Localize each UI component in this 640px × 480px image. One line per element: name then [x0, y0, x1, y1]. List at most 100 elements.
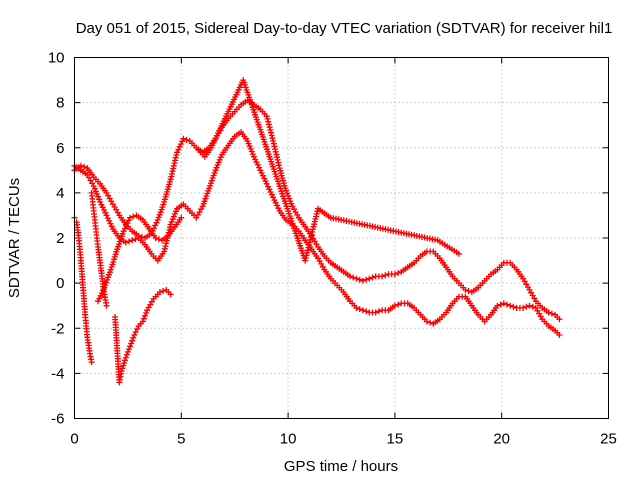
- deep-dip-track-point: [122, 354, 129, 361]
- upper-track-interp-point: [275, 162, 282, 169]
- upper-track-interp-point: [350, 274, 357, 281]
- middle-track-interp-point: [108, 223, 115, 230]
- upper-track-interp-point: [265, 118, 272, 125]
- y-axis-title: SDTVAR / TECUs: [6, 178, 23, 298]
- middle-track-point: [263, 180, 270, 187]
- middle-track-point: [167, 221, 174, 228]
- upper-track-point: [283, 187, 289, 194]
- middle-track-interp-point: [497, 301, 504, 308]
- low-track-interp-point: [124, 220, 131, 227]
- middle-track-interp-point: [99, 204, 106, 211]
- deep-dip-track-interp-point: [160, 288, 167, 294]
- middle-track-point: [500, 300, 507, 307]
- middle-track-interp-point: [275, 205, 282, 212]
- deep-dip-track-point: [156, 289, 163, 296]
- middle-track-interp-point: [91, 185, 98, 192]
- deep-dip-track-interp-point: [142, 312, 148, 319]
- middle-track-point: [359, 307, 366, 314]
- early-dip-track-point: [88, 359, 95, 366]
- middle-track-point: [391, 302, 398, 309]
- upper-track-point: [391, 271, 398, 278]
- y-tick-label: -6: [51, 411, 64, 428]
- upper-track-interp-point: [548, 310, 555, 317]
- upper-track-interp-point: [265, 121, 272, 128]
- middle-track-interp-point: [101, 207, 107, 213]
- middle-track-point: [423, 318, 430, 325]
- upper-track-interp-point: [176, 143, 183, 150]
- x-axis-title: GPS time / hours: [284, 458, 398, 475]
- middle-track-interp-point: [98, 201, 105, 208]
- middle-track-interp-point: [529, 303, 536, 310]
- middle-track-point: [520, 304, 527, 311]
- middle-track-interp-point: [261, 175, 268, 182]
- x-tick-label: 20: [493, 431, 510, 448]
- middle-track-interp-point: [268, 191, 275, 198]
- middle-track-interp-point: [170, 213, 177, 220]
- low-track-point: [95, 298, 101, 305]
- middle-track-point: [526, 302, 533, 309]
- upper-track-interp-point: [177, 141, 184, 148]
- middle-track-interp-point: [213, 164, 220, 171]
- middle-track-interp-point: [262, 178, 269, 185]
- low-track-interp-point: [130, 213, 137, 220]
- low-track-interp-point: [97, 292, 104, 299]
- deep-dip-track-point: [127, 343, 133, 350]
- upper-track-point: [353, 275, 360, 282]
- upper-track-interp-point: [175, 146, 182, 153]
- middle-track-interp-point: [375, 308, 382, 315]
- deep-dip-track-interp-point: [121, 357, 128, 364]
- middle-track-interp-point: [106, 217, 113, 224]
- low-track-interp-point: [100, 287, 107, 294]
- middle-track-point: [270, 194, 277, 201]
- upper-track-interp-point: [395, 270, 402, 276]
- upper-track-interp-point: [81, 163, 88, 170]
- y-tick-label: -4: [51, 365, 64, 382]
- x-tick-label: 5: [177, 431, 185, 448]
- middle-track-interp-point: [363, 308, 370, 315]
- y-tick-label: 10: [48, 50, 65, 67]
- y-tick-label: -2: [51, 320, 64, 337]
- middle-track-interp-point: [95, 193, 101, 200]
- upper-track-point: [545, 309, 552, 316]
- y-tick-label: 4: [56, 185, 64, 202]
- upper-track-interp-point: [356, 276, 363, 283]
- middle-track-interp-point: [510, 303, 517, 310]
- middle-track-point: [556, 332, 563, 338]
- upper-track-point: [263, 113, 270, 120]
- upper-track-point: [174, 149, 180, 156]
- low-track-interp-point: [125, 217, 132, 224]
- data-points: [71, 77, 563, 386]
- upper-track-point: [366, 275, 373, 282]
- deep-dip-track-point: [167, 291, 174, 298]
- deep-dip-track-interp-point: [129, 337, 136, 344]
- x-tick-label: 15: [387, 431, 404, 448]
- low-track-interp-point: [155, 236, 162, 243]
- upper-track-interp-point: [465, 288, 472, 294]
- deep-dip-track-interp-point: [120, 362, 127, 369]
- middle-track-point: [257, 167, 264, 174]
- middle-track-point: [507, 302, 514, 309]
- upper-track-interp-point: [369, 274, 376, 281]
- middle-track-interp-point: [356, 306, 363, 313]
- middle-track-interp-point: [252, 156, 259, 163]
- low-track-interp-point: [98, 290, 105, 297]
- upper-track-interp-point: [264, 115, 271, 122]
- upper-track-interp-point: [271, 143, 278, 150]
- middle-track-interp-point: [395, 301, 402, 308]
- deep-dip-track-interp-point: [140, 315, 147, 322]
- deep-dip-track-point: [139, 318, 146, 325]
- deep-dip-track-interp-point: [123, 351, 130, 358]
- middle-track-point: [103, 212, 110, 219]
- middle-track-point: [161, 248, 168, 255]
- middle-track-interp-point: [267, 189, 274, 195]
- middle-track-point: [372, 309, 379, 316]
- upper-track-point: [347, 273, 353, 280]
- middle-track-interp-point: [504, 301, 510, 308]
- upper-track-interp-point: [274, 156, 281, 163]
- upper-track-interp-point: [153, 219, 160, 226]
- upper-track-interp-point: [268, 132, 275, 139]
- y-tick-label: 8: [56, 95, 64, 112]
- upper-track-interp-point: [287, 198, 294, 205]
- upper-track-interp-point: [179, 138, 186, 145]
